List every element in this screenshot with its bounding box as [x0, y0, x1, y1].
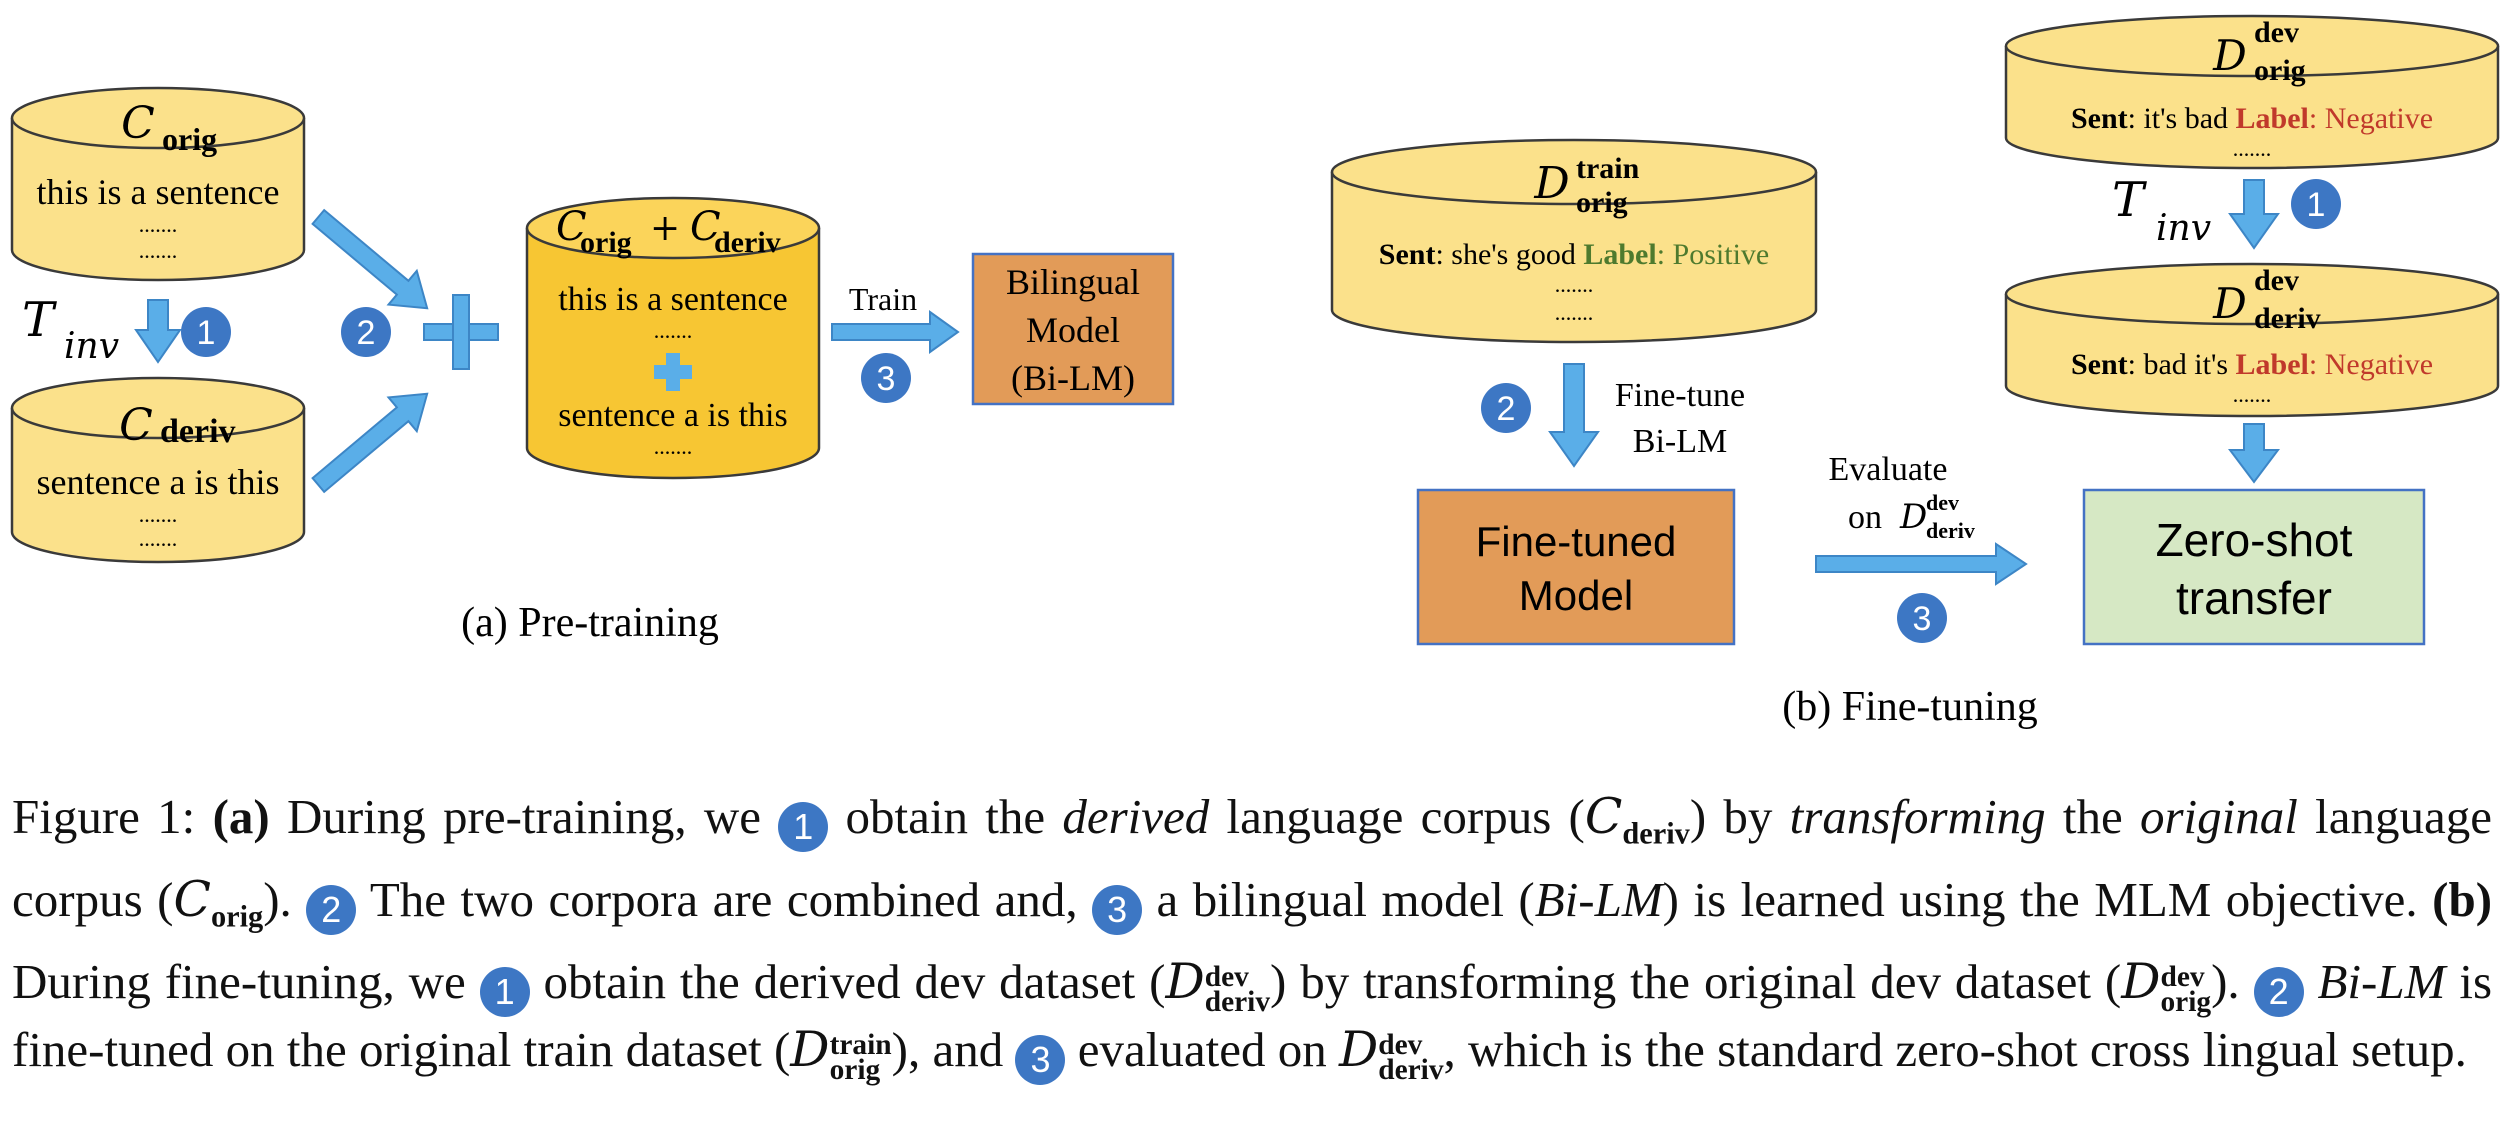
down-arrow — [134, 299, 182, 364]
train-arrow — [831, 310, 960, 354]
svg-text:D: D — [2212, 31, 2247, 80]
corpus-orig-cylinder: C orig this is a sentence ....... ......… — [10, 86, 306, 282]
svg-text:.......: ....... — [1555, 300, 1594, 325]
badge-2: 2 — [341, 307, 391, 357]
svg-text:D: D — [1899, 497, 1927, 537]
train-dataset-cylinder: D train orig Sent: she's good Label: Pos… — [1330, 138, 1818, 344]
svg-text:Zero-shot: Zero-shot — [2156, 514, 2353, 566]
badge-icon: 1 — [778, 802, 829, 852]
svg-text:Model: Model — [1519, 572, 1633, 619]
svg-text:orig: orig — [580, 226, 632, 259]
badge-3-evaluate: 3 — [1897, 593, 1947, 643]
badge-1: 1 — [181, 307, 231, 357]
svg-text:D: D — [2212, 279, 2247, 328]
badge-3: 3 — [861, 353, 911, 403]
svg-text:deriv: deriv — [714, 226, 781, 259]
svg-text:dev: dev — [1926, 490, 1959, 515]
combined-line-1: this is a sentence — [558, 281, 787, 318]
svg-text:Sent: it's bad Label: Negative: Sent: it's bad Label: Negative — [2071, 102, 2433, 135]
dots: ....... — [139, 238, 178, 263]
diag-arrow-up — [311, 392, 429, 494]
svg-text:Sent: bad it's Label: Negative: Sent: bad it's Label: Negative — [2071, 348, 2433, 381]
svg-text:Bilingual: Bilingual — [1006, 262, 1140, 302]
dots: ....... — [654, 434, 693, 459]
svg-text:.......: ....... — [2233, 136, 2272, 161]
svg-text:1: 1 — [2307, 186, 2326, 224]
diag-arrow-down — [311, 208, 429, 310]
dots: ....... — [139, 212, 178, 237]
badge-icon: 3 — [1092, 884, 1143, 935]
badge-icon: 3 — [1015, 1035, 1066, 1086]
combined-line-2: sentence a is this — [558, 397, 787, 434]
evaluate-arrow — [1815, 542, 2028, 586]
dots: ....... — [654, 318, 693, 343]
badge-icon: 1 — [479, 967, 530, 1018]
transform-label-b: T inv — [2112, 172, 2211, 249]
svg-text:(Bi-LM): (Bi-LM) — [1011, 358, 1135, 398]
finetuning-caption: (b) Fine-tuning — [1782, 684, 2037, 730]
corpus-orig-symbol: C — [121, 98, 155, 149]
evaluate-on-label: on D dev deriv — [1848, 490, 1975, 543]
finetune-arrow — [1548, 363, 1600, 468]
bilingual-model-box: Bilingual Model (Bi-LM) — [971, 252, 1175, 406]
svg-text:Model: Model — [1026, 310, 1120, 350]
corpus-deriv-sub: deriv — [160, 413, 236, 450]
svg-text:3: 3 — [1913, 600, 1932, 638]
svg-text:C: C — [556, 204, 587, 250]
svg-text:2: 2 — [1497, 390, 1516, 428]
badge-icon: 2 — [2253, 967, 2304, 1018]
train-label: Train — [849, 281, 917, 317]
svg-text:inv: inv — [2156, 208, 2211, 249]
badge-2-finetune: 2 — [1481, 383, 1531, 433]
corpus-orig-sub: orig — [162, 121, 217, 157]
dev-deriv-cylinder: D dev deriv Sent: bad it's Label: Negati… — [2004, 262, 2500, 418]
evaluate-label: Evaluate — [1829, 451, 1948, 488]
svg-text:Fine-tuned: Fine-tuned — [1476, 518, 1677, 565]
svg-text:.......: ....... — [1555, 272, 1594, 297]
svg-text:deriv: deriv — [2254, 302, 2321, 335]
svg-text:inv: inv — [64, 326, 119, 367]
svg-text:+: + — [650, 208, 680, 249]
svg-text:1: 1 — [197, 314, 216, 352]
svg-text:D: D — [1533, 158, 1569, 209]
svg-text:3: 3 — [877, 360, 896, 398]
corpus-deriv-symbol: C — [119, 400, 153, 451]
figure-caption: Figure 1: (a) During pre-training, we 1 … — [12, 788, 2493, 1087]
corpus-deriv-line: sentence a is this — [37, 462, 280, 502]
pretraining-caption: (a) Pre-training — [461, 600, 719, 646]
dots: ....... — [139, 502, 178, 527]
svg-text:orig: orig — [2254, 54, 2306, 87]
transform-label-a: T inv — [22, 292, 119, 367]
svg-text:dev: dev — [2254, 264, 2299, 297]
finetuned-model-box: Fine-tuned Model — [1416, 488, 1736, 646]
svg-text:.......: ....... — [2233, 382, 2272, 407]
svg-text:dev: dev — [2254, 16, 2299, 49]
svg-text:on: on — [1848, 499, 1882, 536]
down-arrow-b — [2228, 179, 2280, 250]
diagram: C orig this is a sentence ....... ......… — [10, 14, 2500, 730]
dots: ....... — [139, 526, 178, 551]
badge-icon: 2 — [306, 884, 357, 935]
combined-corpus-cylinder: C orig + C deriv this is a sentence ....… — [525, 196, 821, 480]
corpus-deriv-cylinder: C deriv sentence a is this ....... .....… — [10, 376, 306, 564]
dev-orig-cylinder: D dev orig Sent: it's bad Label: Negativ… — [2004, 14, 2500, 170]
svg-text:orig: orig — [1576, 186, 1628, 219]
svg-text:C: C — [690, 204, 721, 250]
svg-text:transfer: transfer — [2176, 572, 2332, 624]
corpus-orig-line: this is a sentence — [37, 172, 280, 212]
svg-text:Sent: she's good Label: Positi: Sent: she's good Label: Positive — [1379, 238, 1769, 271]
zeroshot-box: Zero-shot transfer — [2082, 488, 2426, 646]
plus-icon — [423, 294, 499, 370]
finetune-label-1: Fine-tune — [1615, 377, 1745, 414]
svg-text:T: T — [2112, 172, 2147, 228]
svg-text:deriv: deriv — [1926, 518, 1975, 543]
down-arrow-zeroshot — [2228, 423, 2280, 484]
svg-text:2: 2 — [357, 314, 376, 352]
svg-text:T: T — [22, 292, 57, 348]
finetune-label-2: Bi-LM — [1633, 423, 1727, 460]
svg-text:train: train — [1576, 152, 1640, 185]
badge-1-b: 1 — [2291, 179, 2341, 229]
